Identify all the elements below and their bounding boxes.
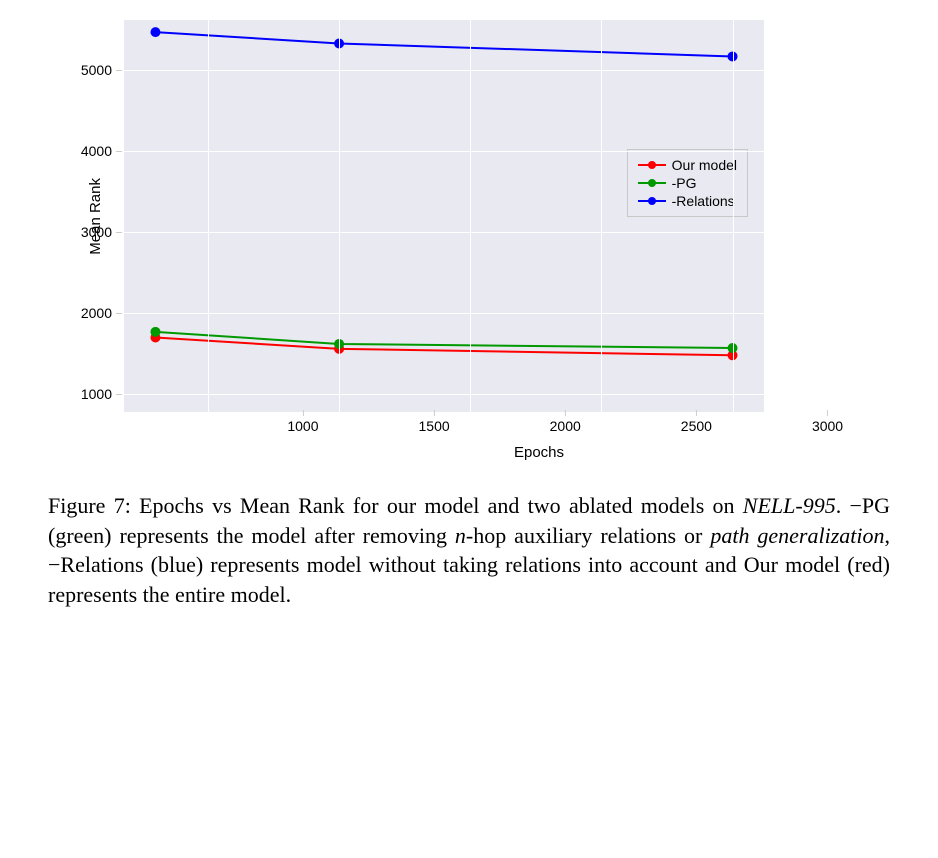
y-axis: 10002000300040005000	[112, 20, 124, 412]
caption-text-1: Epochs vs Mean Rank for our model and tw…	[139, 493, 743, 518]
x-axis-label: Epochs	[219, 444, 859, 461]
legend-swatch	[638, 164, 666, 166]
legend-item: -Relations	[638, 192, 737, 210]
y-tick-label: 2000	[81, 305, 112, 321]
legend-item: Our model	[638, 156, 737, 174]
y-tick-label: 1000	[81, 386, 112, 402]
y-tick-label: 5000	[81, 62, 112, 78]
chart-legend: Our model -PG -Relations	[627, 149, 748, 217]
x-tick-label: 1500	[419, 418, 450, 434]
legend-label: Our model	[672, 157, 737, 173]
gridline-h	[124, 151, 764, 152]
x-tick-label: 3000	[812, 418, 843, 434]
gridline-h	[124, 70, 764, 71]
legend-item: -PG	[638, 174, 737, 192]
y-tick-label: 4000	[81, 143, 112, 159]
plot-area: Mean Rank 10002000300040005000 Our model…	[79, 20, 859, 412]
series-line	[155, 32, 732, 56]
y-tick-label: 3000	[81, 224, 112, 240]
y-axis-label: Mean Rank	[79, 178, 112, 255]
gridline-h	[124, 232, 764, 233]
chart-container: Mean Rank 10002000300040005000 Our model…	[79, 20, 859, 461]
gridline-v	[208, 20, 209, 412]
gridline-v	[601, 20, 602, 412]
caption-dataset-name: NELL-995	[743, 493, 836, 518]
caption-text-3: -hop auxiliary relations or	[466, 523, 710, 548]
caption-math-n: n	[455, 523, 466, 548]
caption-figure-label: Figure 7:	[48, 493, 139, 518]
legend-label: -Relations	[672, 193, 735, 209]
figure-caption: Figure 7: Epochs vs Mean Rank for our mo…	[20, 481, 918, 610]
series-marker	[150, 327, 160, 337]
x-tick-label: 2000	[550, 418, 581, 434]
caption-path-gen: path generalization	[710, 523, 884, 548]
x-tick-label: 1000	[287, 418, 318, 434]
legend-label: -PG	[672, 175, 697, 191]
x-tick-label: 2500	[681, 418, 712, 434]
chart-plot-box: Our model -PG -Relations	[124, 20, 764, 412]
gridline-v	[470, 20, 471, 412]
gridline-v	[733, 20, 734, 412]
gridline-h	[124, 394, 764, 395]
legend-swatch	[638, 182, 666, 184]
gridline-h	[124, 313, 764, 314]
legend-swatch	[638, 200, 666, 202]
series-line	[155, 332, 732, 348]
series-marker	[150, 27, 160, 37]
x-axis: 1000 1500 2000 2500 3000	[219, 418, 859, 438]
gridline-v	[339, 20, 340, 412]
